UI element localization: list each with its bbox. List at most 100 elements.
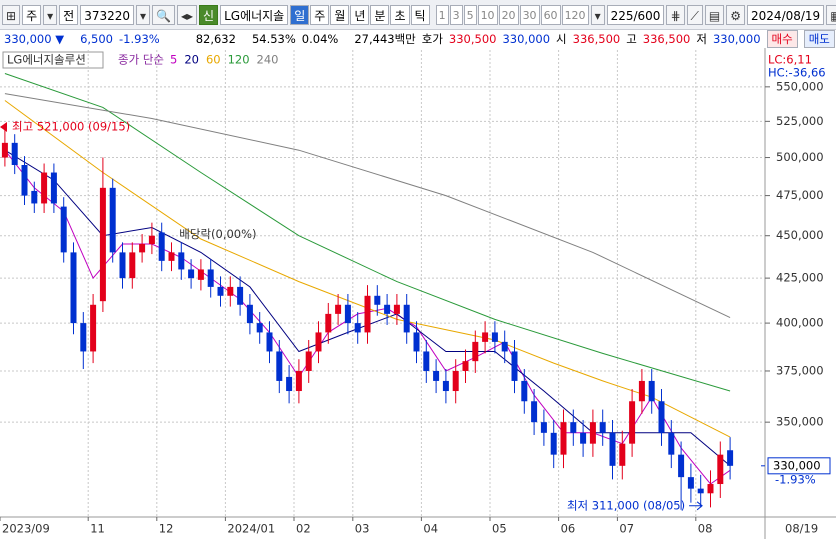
sell-button[interactable]: 매도 xyxy=(803,30,835,48)
settings-button[interactable]: ⚙ xyxy=(726,4,746,25)
candle-body xyxy=(1,142,8,158)
x-tick-label: 08 xyxy=(698,522,713,536)
high-marker xyxy=(0,122,7,133)
period-button[interactable]: 일 xyxy=(290,4,310,25)
candle-body xyxy=(237,286,244,305)
y-tick-label: 400,000 xyxy=(776,316,824,330)
count-input[interactable]: 225/600 xyxy=(606,4,665,25)
candle-body xyxy=(491,332,498,342)
candle-body xyxy=(599,422,606,433)
candle-body xyxy=(629,401,636,444)
candle-body xyxy=(50,172,57,204)
candle-body xyxy=(207,269,214,287)
prev-button[interactable]: 전 xyxy=(59,4,79,25)
search-icon[interactable]: ⊞ xyxy=(2,4,21,25)
candle-body xyxy=(335,304,342,314)
tool-button[interactable]: ▤ xyxy=(704,4,725,25)
candle-body xyxy=(472,341,479,362)
candle-body xyxy=(344,304,351,324)
candle-body xyxy=(129,252,136,279)
x-tick-label: 04 xyxy=(423,522,438,536)
turnover: 0.04% xyxy=(301,32,339,46)
candle-body xyxy=(482,332,489,342)
tool-button[interactable]: ⟋ xyxy=(686,4,703,25)
x-tick-label: 07 xyxy=(619,522,634,536)
candle-body xyxy=(687,477,694,489)
candle-body xyxy=(697,488,704,494)
last-price-label: 330,000 xyxy=(773,458,821,472)
buy-button[interactable]: 매수 xyxy=(766,30,798,48)
interval-button[interactable]: 3 xyxy=(449,4,463,25)
legend-entry: 120 xyxy=(228,53,250,67)
y-tick-label: 350,000 xyxy=(776,415,824,429)
interval-button[interactable]: 120 xyxy=(561,4,589,25)
candle-body xyxy=(423,351,430,371)
low-marker xyxy=(689,501,703,511)
candle-body xyxy=(168,252,175,261)
candle-body xyxy=(119,252,126,279)
candle-body xyxy=(158,232,165,261)
open: 336,500 xyxy=(572,32,621,46)
candle-body xyxy=(276,351,283,381)
lc-indicator: LC:6,11 xyxy=(768,53,812,67)
period-button[interactable]: 분 xyxy=(370,4,390,25)
period-button[interactable]: 주 xyxy=(310,4,330,25)
legend-entry: 5 xyxy=(170,53,177,67)
stock-name: LG에너지솔 xyxy=(220,4,289,25)
candle-body xyxy=(619,443,626,466)
y-tick-label: 375,000 xyxy=(776,363,824,377)
dropdown[interactable]: ▾ xyxy=(590,4,605,25)
open-label: 시 xyxy=(556,32,567,46)
interval-button[interactable]: 10 xyxy=(477,4,498,25)
candle-body xyxy=(413,332,420,352)
calendar-button[interactable]: ▦ xyxy=(826,4,836,25)
candle-body xyxy=(560,422,567,455)
period-button[interactable]: 틱 xyxy=(410,4,430,25)
candle-body xyxy=(315,332,322,352)
candle-body xyxy=(452,370,459,392)
period-button[interactable]: 초 xyxy=(390,4,410,25)
change: 6,500 xyxy=(80,32,113,46)
candle-body xyxy=(580,432,587,444)
candle-body xyxy=(403,304,410,333)
dropdown[interactable]: ▾ xyxy=(43,4,58,25)
code-input[interactable]: 373220 xyxy=(80,4,134,25)
quote-bar: 330,000 ▼ 6,500 -1.93% 82,632 54.53% 0.0… xyxy=(0,30,836,49)
last-change-label: -1.93% xyxy=(775,472,816,486)
candle-body xyxy=(462,361,469,371)
candle-body xyxy=(178,252,185,270)
price: 330,000 ▼ xyxy=(4,32,65,46)
x-tick-label: 03 xyxy=(355,522,370,536)
tool-button[interactable]: ⋕ xyxy=(666,4,685,25)
interval-button[interactable]: 5 xyxy=(463,4,477,25)
candle-body xyxy=(41,172,48,204)
candle-body xyxy=(139,244,146,253)
date-input[interactable]: 2024/08/19 xyxy=(747,4,825,25)
sound-button[interactable]: ◂▸ xyxy=(176,4,198,25)
period-button[interactable]: 년 xyxy=(350,4,370,25)
y-tick-label: 475,000 xyxy=(776,188,824,202)
interval-button[interactable]: 30 xyxy=(519,4,540,25)
interval-button[interactable]: 20 xyxy=(498,4,519,25)
interval-button[interactable]: 60 xyxy=(540,4,561,25)
dropdown[interactable]: ▾ xyxy=(136,4,151,25)
candle-body xyxy=(364,295,371,333)
ma-line xyxy=(4,93,731,319)
candle-body xyxy=(511,351,518,381)
search-button[interactable]: 🔍 xyxy=(152,4,175,25)
interval-button[interactable]: 1 xyxy=(435,4,449,25)
ma-line xyxy=(4,100,731,438)
candle-body xyxy=(531,401,538,423)
annotation: 배당락(0,00%) xyxy=(179,227,256,241)
legend-entry: 60 xyxy=(206,53,221,67)
y-tick-label: 525,000 xyxy=(776,114,824,128)
market-select[interactable]: 주 xyxy=(22,4,42,25)
candle-body xyxy=(589,422,596,444)
candle-body xyxy=(668,432,675,455)
last-price-box xyxy=(767,457,831,475)
candle-body xyxy=(227,286,234,296)
candle-body xyxy=(109,187,116,253)
candle-body xyxy=(678,454,685,478)
period-button[interactable]: 월 xyxy=(330,4,350,25)
